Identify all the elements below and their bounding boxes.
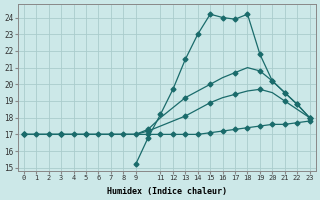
X-axis label: Humidex (Indice chaleur): Humidex (Indice chaleur) — [107, 187, 227, 196]
